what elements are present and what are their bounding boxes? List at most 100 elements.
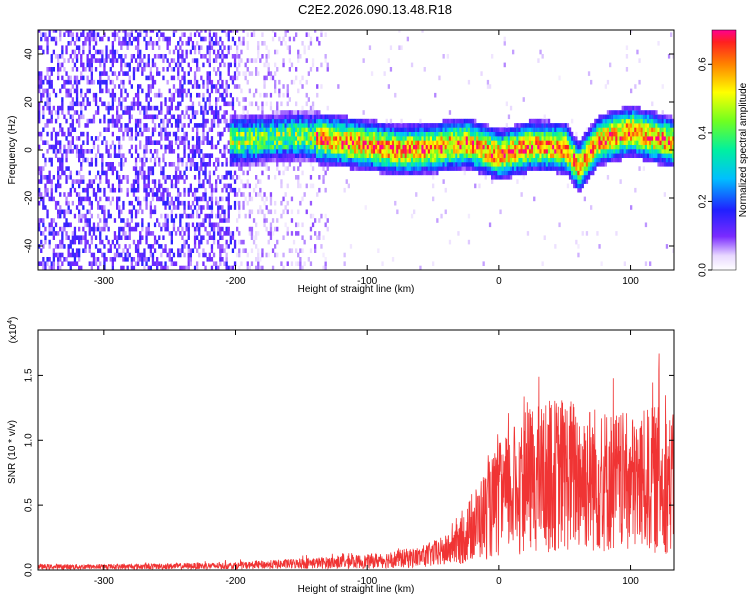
spectrogram-cell	[261, 209, 264, 215]
spectrogram-cell	[236, 49, 239, 55]
spectrogram-cell	[301, 127, 304, 132]
spectrogram-cell	[514, 140, 517, 145]
spectrogram-cell	[427, 136, 431, 141]
spectrogram-cell	[250, 136, 254, 141]
spectrogram-cell	[299, 183, 302, 189]
spectrogram-cell	[126, 265, 129, 270]
spectrogram-cell	[282, 136, 285, 141]
spectrogram-cell	[314, 157, 317, 163]
spectrogram-cell	[396, 170, 399, 176]
spectrogram-cell	[124, 222, 127, 228]
spectrogram-cell	[141, 252, 144, 258]
spectrogram-cell	[105, 170, 108, 176]
spectrogram-cell	[217, 157, 220, 163]
spectrogram-cell	[368, 123, 372, 128]
spectrogram-cell	[590, 127, 593, 132]
spectrogram-cell	[400, 136, 403, 141]
spectrogram-cell	[274, 84, 277, 89]
spectrogram-cell	[50, 58, 53, 63]
spectrogram-cell	[276, 127, 279, 132]
spectrogram-cell	[358, 127, 361, 132]
spectrogram-cell	[221, 235, 224, 240]
spectrogram-cell	[103, 226, 106, 232]
spectrogram-cell	[276, 105, 279, 111]
spectrogram-cell	[385, 170, 388, 176]
spectrogram-cell	[335, 149, 338, 154]
spectrogram-cell	[219, 196, 222, 202]
spectrogram-cell	[65, 222, 68, 228]
spectrogram-cell	[425, 149, 428, 154]
spectrogram-cell	[345, 157, 348, 163]
spectrogram-cell	[145, 105, 148, 111]
spectrogram-cell	[120, 92, 123, 98]
spectrogram-cell	[467, 123, 471, 128]
spectrogram-cell	[267, 54, 270, 59]
spectrogram-cell	[292, 157, 296, 163]
spectrogram-cell	[516, 170, 519, 176]
spectrogram-cell	[52, 257, 55, 262]
spectrogram-cell	[556, 123, 559, 128]
spectrogram-cell	[103, 118, 106, 124]
spectrogram-cell	[410, 136, 414, 141]
spectrogram-cell	[459, 144, 462, 150]
spectrogram-cell	[158, 261, 161, 266]
spectrogram-cell	[446, 136, 449, 141]
spectrogram-cell	[198, 45, 201, 50]
spectrogram-cell	[145, 231, 148, 236]
spectrogram-cell	[474, 123, 477, 128]
spectrogram-cell	[80, 75, 83, 81]
spectrogram-cell	[130, 218, 133, 223]
spectrogram-cell	[250, 114, 254, 120]
spectrogram-cell	[166, 58, 169, 63]
spectrogram-cell	[206, 231, 209, 236]
spectrogram-cell	[233, 144, 237, 150]
spectrogram-cell	[278, 170, 281, 176]
spectrogram-cell	[480, 162, 483, 167]
spectrogram-cell	[263, 144, 266, 150]
spectrogram-cell	[501, 131, 504, 137]
spectrogram-cell	[299, 153, 302, 158]
spectrogram-cell	[316, 118, 319, 124]
spectrogram-cell	[118, 149, 121, 154]
spectrogram-cell	[564, 170, 567, 176]
spectrogram-cell	[328, 140, 331, 145]
spectrogram-cell	[198, 49, 201, 55]
spectrogram-cell	[269, 127, 273, 132]
spectrogram-cell	[158, 36, 161, 42]
spectrogram-cell	[265, 58, 268, 63]
spectrogram-cell	[373, 136, 376, 141]
spectrogram-cell	[166, 226, 169, 232]
spectrogram-cell	[217, 213, 220, 219]
spectrogram-cell	[394, 162, 397, 167]
spectrogram-cell	[558, 157, 561, 163]
spectrogram-cell	[575, 183, 578, 189]
spectrogram-cell	[132, 101, 136, 107]
spectrogram-cell	[337, 149, 340, 154]
spectrogram-cell	[48, 175, 51, 180]
spectrogram-cell	[59, 62, 62, 68]
spectrogram-cell	[446, 123, 449, 128]
spectrogram-cell	[263, 153, 266, 158]
spectrogram-cell	[493, 153, 496, 158]
spectrogram-cell	[109, 118, 112, 124]
spectrogram-cell	[52, 261, 55, 266]
spectrogram-cell	[170, 92, 173, 98]
spectrogram-cell	[514, 127, 517, 132]
spectrogram-cell	[242, 162, 245, 167]
spectrogram-cell	[419, 144, 422, 150]
spectrogram-cell	[410, 170, 414, 176]
spectrogram-cell	[257, 252, 260, 258]
spectrogram-cell	[151, 41, 155, 46]
spectrogram-cell	[274, 200, 277, 206]
spectrogram-cell	[282, 265, 285, 270]
spectrogram-cell	[54, 92, 58, 98]
spectrogram-cell	[242, 200, 245, 206]
spectrogram-cell	[134, 144, 138, 150]
spectrogram-cell	[141, 222, 144, 228]
spectrogram-cell	[309, 105, 313, 111]
spectrogram-cell	[246, 265, 249, 270]
spectrogram-cell	[503, 140, 506, 145]
spectrogram-cell	[46, 71, 49, 76]
spectrogram-cell	[200, 105, 203, 111]
spectrogram-cell	[200, 239, 203, 245]
